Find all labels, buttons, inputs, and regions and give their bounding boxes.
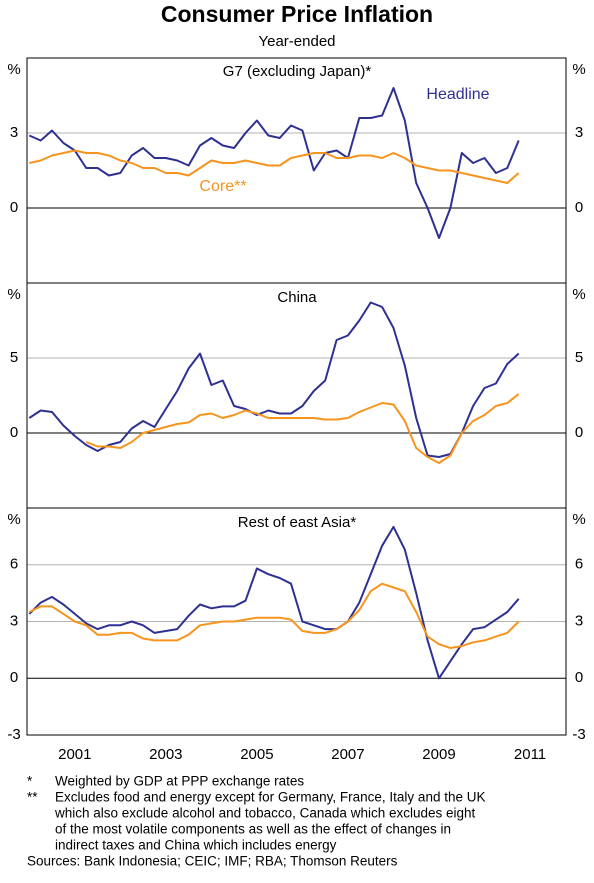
y2-tick-label: 5 bbox=[575, 349, 583, 366]
y-tick-label: 3 bbox=[10, 124, 18, 141]
note-text: Excludes food and energy except for Germ… bbox=[55, 790, 485, 805]
y-tick-label: -3 bbox=[7, 726, 20, 743]
y2-unit: % bbox=[572, 286, 585, 303]
panel-title: China bbox=[277, 289, 317, 306]
y2-unit: % bbox=[572, 511, 585, 528]
y2-tick-label: 0 bbox=[575, 669, 583, 686]
series-label: Headline bbox=[426, 86, 489, 103]
x-tick-label: 2005 bbox=[240, 746, 273, 763]
y2-tick-label: 0 bbox=[575, 424, 583, 441]
sources: Sources: Bank Indonesia; CEIC; IMF; RBA;… bbox=[27, 854, 398, 869]
x-tick-label: 2001 bbox=[58, 746, 91, 763]
y2-unit: % bbox=[572, 61, 585, 78]
series-line bbox=[28, 582, 520, 649]
x-tick-label: 2003 bbox=[149, 746, 182, 763]
y-tick-label: 0 bbox=[10, 669, 18, 686]
y-unit: % bbox=[7, 511, 20, 528]
series-line bbox=[29, 149, 520, 184]
note-marker: * bbox=[27, 774, 33, 789]
series-line bbox=[28, 525, 520, 680]
chart-subtitle: Year-ended bbox=[258, 33, 335, 50]
y-tick-label: 0 bbox=[10, 424, 18, 441]
y2-tick-label: -3 bbox=[572, 726, 585, 743]
y2-tick-label: 3 bbox=[575, 612, 583, 629]
series-label: Core** bbox=[199, 178, 246, 195]
series-line bbox=[85, 393, 520, 464]
y-tick-label: 0 bbox=[10, 199, 18, 216]
note-text: Weighted by GDP at PPP exchange rates bbox=[55, 774, 304, 789]
y-tick-label: 5 bbox=[10, 349, 18, 366]
note-text: which also exclude alcohol and tobacco, … bbox=[54, 806, 476, 821]
y-tick-label: 6 bbox=[10, 556, 18, 573]
note-text: indirect taxes and China which includes … bbox=[55, 838, 337, 853]
y-tick-label: 3 bbox=[10, 612, 18, 629]
y2-tick-label: 6 bbox=[575, 556, 583, 573]
y-unit: % bbox=[7, 61, 20, 78]
chart-title: Consumer Price Inflation bbox=[161, 1, 433, 27]
y2-tick-label: 3 bbox=[575, 124, 583, 141]
y-unit: % bbox=[7, 286, 20, 303]
x-tick-label: 2009 bbox=[422, 746, 455, 763]
y2-tick-label: 0 bbox=[575, 199, 583, 216]
x-tick-label: 2011 bbox=[514, 746, 546, 763]
x-tick-label: 2007 bbox=[331, 746, 364, 763]
note-marker: ** bbox=[27, 790, 38, 805]
panel-title: G7 (excluding Japan)* bbox=[223, 63, 372, 80]
series-line bbox=[28, 301, 520, 458]
panel-title: Rest of east Asia* bbox=[238, 514, 357, 531]
note-text: of the most volatile components as well … bbox=[55, 822, 451, 837]
series-line bbox=[28, 87, 520, 239]
plot-frame bbox=[26, 57, 567, 736]
